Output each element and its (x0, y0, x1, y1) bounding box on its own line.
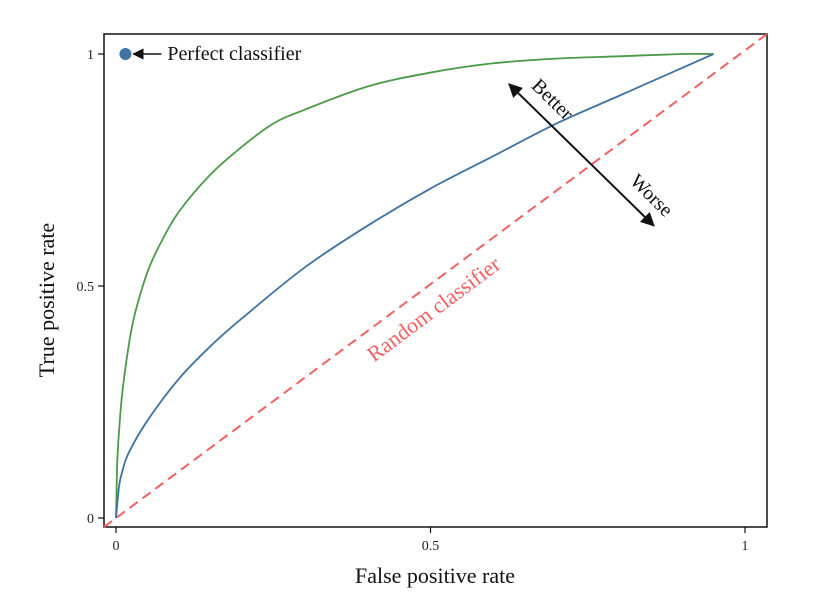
y-axis-title: True positive rate (34, 223, 59, 377)
x-tick-label: 0 (113, 539, 120, 554)
y-tick-label: 0.5 (77, 280, 95, 295)
roc-curve-1 (115, 52, 714, 519)
plot-frame (103, 33, 768, 528)
x-axis-title: False positive rate (355, 563, 515, 588)
roc-curves (115, 52, 714, 519)
x-tick-label: 0.5 (422, 539, 440, 554)
x-tick-label: 1 (742, 539, 749, 554)
perfect-classifier-point (119, 48, 132, 60)
y-tick-label: 0 (87, 512, 94, 527)
worse-label: Worse (625, 170, 677, 221)
y-axis: 00.51 (77, 48, 104, 527)
y-tick-label: 1 (87, 48, 94, 63)
random-classifier-line (103, 33, 768, 528)
roc-curve-2 (115, 53, 714, 519)
better-worse-arrow (508, 83, 655, 227)
perfect-classifier-label: Perfect classifier (167, 43, 301, 65)
random-classifier-label: Random classifier (362, 251, 505, 367)
x-axis: 0 0.5 1 (113, 527, 749, 554)
